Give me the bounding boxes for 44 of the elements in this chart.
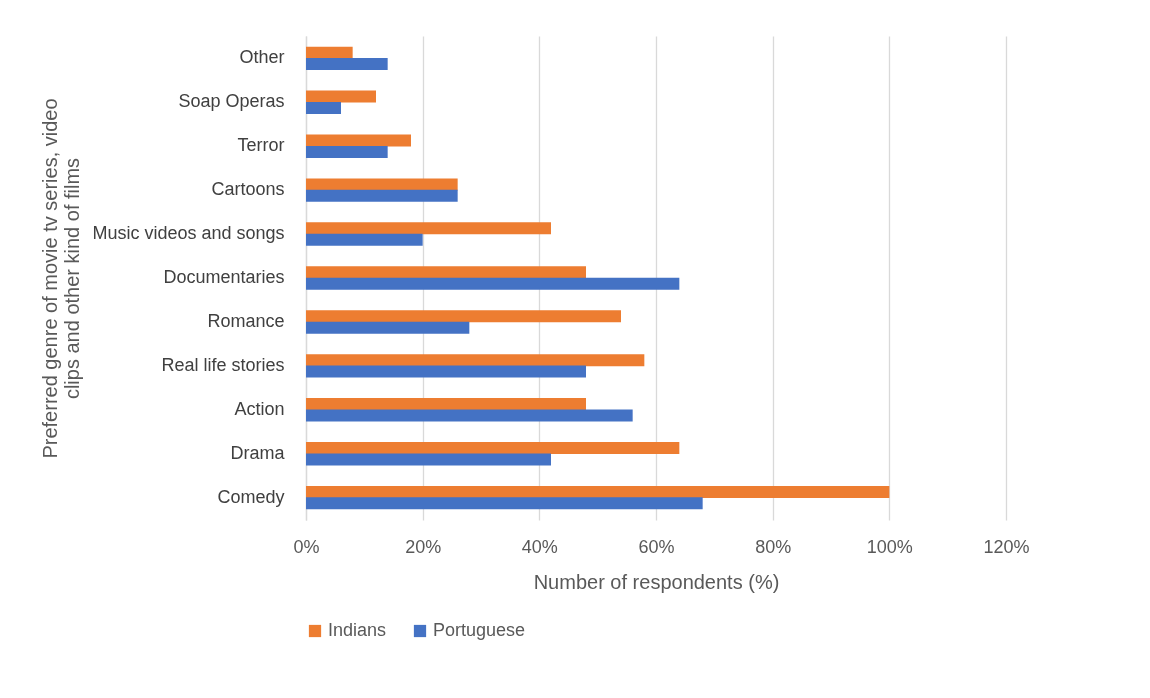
bar: [306, 102, 341, 115]
bar: [306, 409, 633, 422]
bar: [306, 178, 458, 191]
legend-label: Indians: [328, 620, 387, 640]
bar: [306, 90, 376, 103]
x-tick-label: 0%: [293, 536, 320, 557]
bar: [306, 365, 586, 378]
y-tick-label: Other: [239, 47, 285, 68]
bar: [306, 453, 551, 466]
y-tick-label: Drama: [230, 442, 286, 463]
y-tick-label: Comedy: [217, 486, 285, 507]
bar: [306, 497, 703, 510]
bar: [306, 354, 645, 367]
x-tick-label: 60%: [638, 536, 675, 557]
bar: [306, 441, 680, 454]
bar: [306, 277, 680, 290]
bar: [306, 310, 621, 323]
bar: [306, 222, 551, 235]
x-tick-label: 40%: [521, 536, 558, 557]
y-tick-label: Documentaries: [163, 267, 285, 287]
x-tick-label: 120%: [983, 536, 1030, 557]
y-tick-label: Romance: [207, 310, 285, 331]
bar: [306, 58, 388, 71]
bar: [306, 145, 388, 158]
y-tick-label: Soap Operas: [178, 91, 285, 112]
x-tick-label: 20%: [405, 536, 442, 557]
legend-label: Portuguese: [433, 620, 526, 640]
bar: [306, 46, 353, 59]
x-axis-title: Number of respondents (%): [533, 570, 780, 593]
y-tick-label: Terror: [237, 135, 285, 156]
y-tick-label: Action: [234, 398, 285, 419]
bar: [306, 266, 586, 279]
y-axis-title: Preferred genre of movie tv series, video clips and other kind of films: [38, 98, 83, 459]
x-tick-label: 100%: [866, 536, 913, 557]
bar: [306, 233, 423, 246]
bar: [306, 398, 586, 411]
y-tick-label: Real life stories: [161, 354, 285, 375]
y-tick-label: Music videos and songs: [92, 223, 285, 244]
x-tick-label: 80%: [755, 536, 792, 557]
bar: [306, 189, 458, 202]
bar: [306, 321, 470, 334]
y-tick-label: Cartoons: [211, 179, 285, 200]
bar: [306, 485, 890, 498]
bar: [306, 134, 411, 147]
